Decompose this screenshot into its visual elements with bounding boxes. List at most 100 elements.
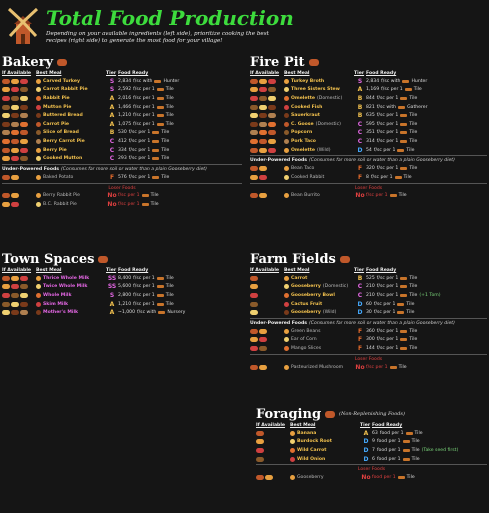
food-unit: f/sc per 1 (128, 138, 151, 144)
ingredient-icon (265, 475, 273, 481)
food-unit: f/sc with (133, 78, 153, 84)
col-best-meal: Best Meal (284, 71, 310, 76)
food-unit: f/sc per 1 (376, 284, 399, 290)
ingredient-icon (250, 301, 258, 307)
meal-name: Burdock Root (297, 439, 332, 445)
food-extra: Tile (406, 301, 415, 307)
list-item: Whole Milk S 2,800 f/sc per 1 Tile (2, 291, 242, 300)
food-unit: f/sc per 1 (373, 301, 396, 307)
food-ready: 7 food per 1 Tile (Take seed first) (372, 448, 487, 453)
ingredient-icon (256, 430, 264, 436)
loser-foods-heading: Loser Foods (354, 185, 383, 191)
food-extra: Tile (409, 130, 418, 136)
food-value: 1,169 (366, 87, 380, 93)
food-value: 2,592 (118, 87, 132, 93)
meal-name: Mutton Pie (43, 104, 72, 110)
ingredient-icon (2, 174, 10, 180)
tier: B (357, 103, 363, 111)
food-ready: 595 f/sc per 1 Tile (366, 122, 487, 127)
section-heading: Foraging (256, 406, 322, 422)
available-ingredients (256, 430, 290, 436)
tier: F (357, 344, 363, 352)
list-item: Bean Taco F 320 f/sc per 1 Tile (250, 164, 487, 173)
list-item: B.C. Rabbit Pie No f/sc per 1 Tile (2, 200, 242, 209)
ingredient-icon (250, 130, 258, 136)
meal-icon (284, 166, 289, 172)
food-unit: f/sc per 1 (376, 328, 399, 334)
col-best-meal: Best Meal (36, 268, 62, 273)
food-value: 334 (118, 147, 127, 153)
ingredient-icon (20, 292, 28, 298)
available-ingredients (250, 345, 284, 351)
meal-icon (284, 147, 289, 153)
food-unit: food per 1 (376, 447, 401, 453)
tier: SS (107, 274, 117, 282)
tier: C (357, 129, 363, 137)
list-item: Carrot Pie A 1,075 f/sc per 1 Tile (2, 120, 242, 129)
list-item: Green Beans F 360 f/sc per 1 Tile (250, 327, 487, 336)
section-title: Bakery (2, 54, 242, 70)
tier: B (109, 129, 115, 137)
list-item: Gooseberry (Wild) D 30 f/sc per 1 Tile (250, 308, 487, 317)
under-powered-heading: Under-Powered Foods (Consumes far more so… (2, 167, 242, 172)
section-icon (325, 410, 336, 418)
ingredient-icon (11, 113, 19, 119)
food-value: 2,834 (118, 78, 132, 84)
tier: C (357, 120, 363, 128)
column-headers: If Available Best Meal Tier Food Ready (250, 267, 487, 274)
meal-note: (Domestic) (315, 121, 341, 127)
list-item: Skim Milk A 1,210 f/sc per 1 Tile (2, 300, 242, 309)
meal-name: Green Beans (291, 328, 321, 334)
food-value: 360 (366, 328, 375, 334)
best-meal: Cooked Mutton (36, 156, 106, 162)
best-meal: Berry Carrot Pie (36, 138, 106, 144)
list-item: Wild Carrot D 7 food per 1 Tile (Take seed fi… (256, 446, 487, 455)
food-value: 1,210 (118, 113, 132, 119)
ingredient-icon (259, 104, 267, 110)
list-item: Cooked Mutton C 293 f/sc per 1 Tile (2, 154, 242, 163)
page-subtitle: Depending on your available ingredients … (46, 31, 269, 44)
list-item: Ear of Corn F 300 f/sc per 1 Tile (250, 336, 487, 345)
meal-icon (284, 87, 289, 93)
col-available: If Available (250, 268, 280, 273)
food-unit: f/sc per 1 (376, 337, 399, 343)
best-meal: Cactus Fruit (284, 301, 354, 307)
column-headers: If Available Best Meal Tier Food Ready (250, 70, 487, 77)
meal-icon (36, 292, 41, 298)
ingredient-icon (2, 310, 10, 316)
best-meal: Omelette (Domestic) (284, 95, 354, 101)
food-ready: f/sc per 1 Tile (366, 365, 487, 370)
list-item: Gooseberry No food per 1 Tile (256, 473, 487, 482)
food-value: 821 (366, 104, 375, 110)
meal-icon (284, 174, 289, 180)
ingredient-icon (250, 104, 258, 110)
available-ingredients (250, 166, 284, 172)
ingredient-icon (2, 292, 10, 298)
food-unit: f/sc per 1 (128, 147, 151, 153)
tier: C (109, 137, 115, 145)
meal-name: Baked Potato (43, 174, 74, 180)
ingredient-icon (11, 95, 19, 101)
available-ingredients (2, 104, 36, 110)
ingredient-icon (268, 78, 276, 84)
best-meal: Ear of Corn (284, 337, 354, 343)
food-value: 144 (366, 345, 375, 351)
col-tier: Tier (354, 268, 365, 273)
meal-icon (284, 78, 289, 84)
best-meal: Thrice Whole Milk (36, 275, 106, 281)
best-meal: Bean Taco (284, 166, 354, 172)
available-ingredients (2, 201, 36, 207)
town-spaces-panel: Town Spaces If Available Best Meal Tier Food… (2, 251, 242, 317)
tile-icon (394, 175, 402, 179)
meal-name: Slice of Bread (43, 130, 79, 136)
food-unit: f/sc per 1 (376, 130, 399, 136)
food-extra: Tile (398, 193, 407, 199)
available-ingredients (2, 130, 36, 136)
col-tier: Tier (360, 423, 371, 428)
under-powered-heading: Under-Powered Foods (Consumes far more so… (250, 158, 487, 163)
divider (2, 182, 242, 184)
best-meal: Twice Whole Milk (36, 284, 106, 290)
meal-name: Mango Slices (291, 345, 322, 351)
meal-icon (284, 328, 289, 334)
ingredient-icon (2, 121, 10, 127)
